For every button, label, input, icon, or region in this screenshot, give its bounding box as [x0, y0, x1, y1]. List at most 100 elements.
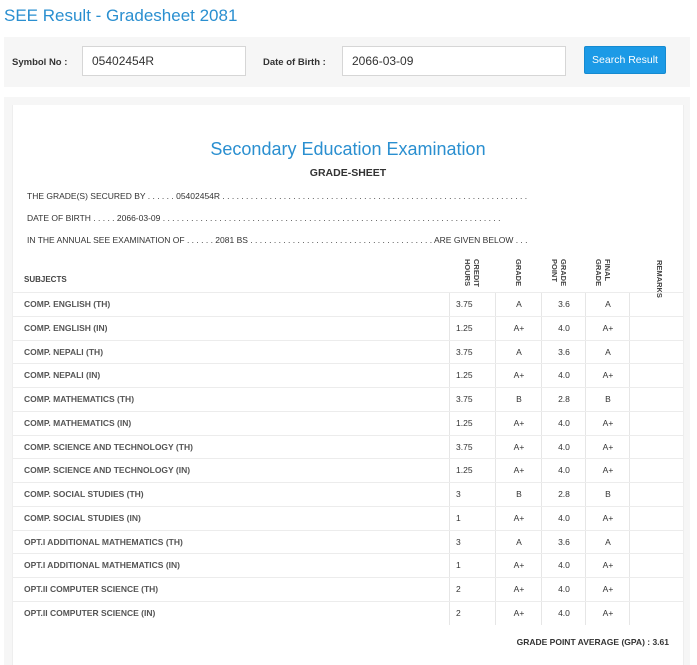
subject-cell: OPT.I ADDITIONAL MATHEMATICS (IN) [24, 560, 180, 571]
exam-title: Secondary Education Examination [210, 139, 486, 159]
table-row: OPT.II COMPUTER SCIENCE (TH) 2 A+ 4.0 A+ [13, 577, 683, 601]
table-row: COMP. SOCIAL STUDIES (IN) 1 A+ 4.0 A+ [13, 505, 684, 530]
final-grade-cell: A+ [585, 411, 630, 435]
table-row: COMP. ENGLISH (IN) 1.25 A+ 4.0 A+ [13, 315, 684, 340]
remarks-cell [629, 388, 684, 411]
table-row: OPT.I ADDITIONAL MATHEMATICS (TH) 3 A 3.6 A [13, 529, 683, 554]
grade-cell: A+ [495, 506, 542, 530]
gradesheet-title: GRADE-SHEET [309, 167, 387, 179]
gpa-summary: GRADE POINT AVERAGE (GPA) : 3.61 [516, 637, 669, 647]
gradesheet: Secondary Education Examination GRADE-SH… [12, 105, 684, 665]
grade-point-cell: 3.6 [541, 293, 586, 316]
final-grade-cell: B [585, 483, 630, 506]
grade-point-cell: 4.0 [541, 411, 586, 435]
grade-point-cell: 4.0 [541, 601, 586, 625]
grade-point-cell: 3.6 [541, 530, 586, 554]
table-row: COMP. SCIENCE AND TECHNOLOGY (IN) 1.25 A+ 4… [13, 458, 684, 483]
credit-hours-cell: 3.75 [449, 435, 495, 459]
subject-cell: OPT.I ADDITIONAL MATHEMATICS (TH) [24, 536, 183, 547]
remarks-cell [629, 293, 684, 316]
final-grade-cell: A [585, 340, 630, 364]
grade-header: GRADE [514, 259, 523, 287]
table-row: COMP. MATHEMATICS (TH) 3.75 B 2.8 B [13, 387, 683, 411]
remarks-cell [629, 435, 684, 459]
grade-point-cell: 4.0 [541, 506, 586, 530]
exam-line: IN THE ANNUAL SEE EXAMINATION OF . . . .… [27, 235, 528, 245]
subject-cell: COMP. SOCIAL STUDIES (IN) [24, 512, 141, 523]
credit-hours-cell: 3 [449, 530, 495, 554]
dob-line: DATE OF BIRTH . . . . . 2066-03-09 . . .… [27, 213, 501, 223]
result-panel: Secondary Education Examination GRADE-SH… [4, 97, 690, 665]
grade-cell: A [495, 340, 542, 364]
grade-point-cell: 2.8 [541, 388, 586, 411]
grade-point-cell: 4.0 [541, 554, 586, 578]
remarks-cell [629, 578, 684, 601]
credit-hours-cell: 3.75 [449, 388, 495, 411]
final-grade-cell: A+ [585, 554, 630, 578]
symbol-input[interactable]: 05402454R [82, 46, 246, 76]
subject-cell: OPT.II COMPUTER SCIENCE (IN) [24, 607, 156, 618]
grade-cell: A [495, 530, 542, 554]
table-row: COMP. SOCIAL STUDIES (TH) 3 B 2.8 B [13, 482, 683, 506]
grade-point-cell: 4.0 [541, 435, 586, 459]
remarks-cell [629, 316, 684, 340]
credit-hours-cell: 2 [449, 578, 495, 601]
credit-hours-cell: 1.25 [449, 316, 495, 340]
final-grade-header: FINAL GRADE [594, 259, 612, 287]
credit-hours-cell: 3 [449, 483, 495, 506]
search-result-button[interactable]: Search Result [584, 46, 666, 74]
credit-hours-cell: 3.75 [449, 340, 495, 364]
grade-point-cell: 4.0 [541, 316, 586, 340]
remarks-cell [629, 554, 684, 578]
table-row: COMP. ENGLISH (TH) 3.75 A 3.6 A [13, 292, 683, 316]
subject-cell: COMP. MATHEMATICS (TH) [24, 394, 135, 404]
credit-hours-cell: 2 [449, 601, 495, 625]
grade-cell: A+ [495, 411, 542, 435]
credit-hours-cell: 3.75 [449, 293, 495, 316]
search-bar: Symbol No : 05402454R Date of Birth : 20… [4, 37, 690, 87]
remarks-cell [629, 364, 684, 388]
subject-cell: OPT.II COMPUTER SCIENCE (TH) [24, 584, 159, 594]
final-grade-cell: A+ [585, 459, 630, 483]
final-grade-cell: A+ [585, 506, 630, 530]
table-row: COMP. MATHEMATICS (IN) 1.25 A+ 4.0 A+ [13, 410, 683, 435]
grade-cell: A+ [495, 459, 542, 483]
grade-point-cell: 4.0 [541, 578, 586, 601]
grade-point-cell: 4.0 [541, 459, 586, 483]
subject-cell: COMP. SCIENCE AND TECHNOLOGY (IN) [24, 465, 191, 476]
subject-cell: COMP. ENGLISH (TH) [24, 299, 111, 309]
credit-hours-cell: 1.25 [449, 364, 495, 388]
symbol-label: Symbol No : [12, 57, 68, 68]
grade-cell: A+ [495, 364, 542, 388]
final-grade-cell: A [585, 293, 630, 316]
dob-input[interactable]: 2066-03-09 [342, 46, 566, 76]
grade-point-header: GRADE POINT [550, 259, 568, 287]
subject-cell: COMP. SOCIAL STUDIES (TH) [24, 489, 144, 499]
credit-hours-cell: 1 [449, 554, 495, 578]
credit-hours-header: CREDIT HOURS [463, 259, 481, 287]
table-row: COMP. NEPALI (IN) 1.25 A+ 4.0 A+ [13, 363, 684, 388]
final-grade-cell: A [585, 530, 630, 554]
final-grade-cell: A+ [585, 578, 630, 601]
credit-hours-cell: 1.25 [449, 411, 495, 435]
final-grade-cell: A+ [585, 601, 630, 625]
grade-point-cell: 3.6 [541, 340, 586, 364]
remarks-cell [629, 459, 684, 483]
final-grade-cell: A+ [585, 364, 630, 388]
subjects-header: SUBJECTS [24, 275, 67, 284]
credit-hours-cell: 1 [449, 506, 495, 530]
grade-point-cell: 2.8 [541, 483, 586, 506]
remarks-cell [629, 340, 684, 364]
subject-cell: COMP. SCIENCE AND TECHNOLOGY (TH) [24, 441, 193, 452]
grade-point-cell: 4.0 [541, 364, 586, 388]
grade-cell: A+ [495, 554, 542, 578]
table-row: OPT.II COMPUTER SCIENCE (IN) 2 A+ 4.0 A+ [13, 600, 683, 625]
secured-by-line: THE GRADE(S) SECURED BY . . . . . . 0540… [27, 191, 528, 201]
remarks-cell [629, 506, 684, 530]
grade-cell: A+ [495, 316, 542, 340]
grade-cell: B [495, 388, 542, 411]
table-row: OPT.I ADDITIONAL MATHEMATICS (IN) 1 A+ 4.0 A… [13, 553, 684, 578]
table-row: COMP. NEPALI (TH) 3.75 A 3.6 A [13, 339, 684, 364]
subject-cell: COMP. NEPALI (IN) [24, 370, 101, 381]
subject-cell: COMP. MATHEMATICS (IN) [24, 417, 132, 428]
